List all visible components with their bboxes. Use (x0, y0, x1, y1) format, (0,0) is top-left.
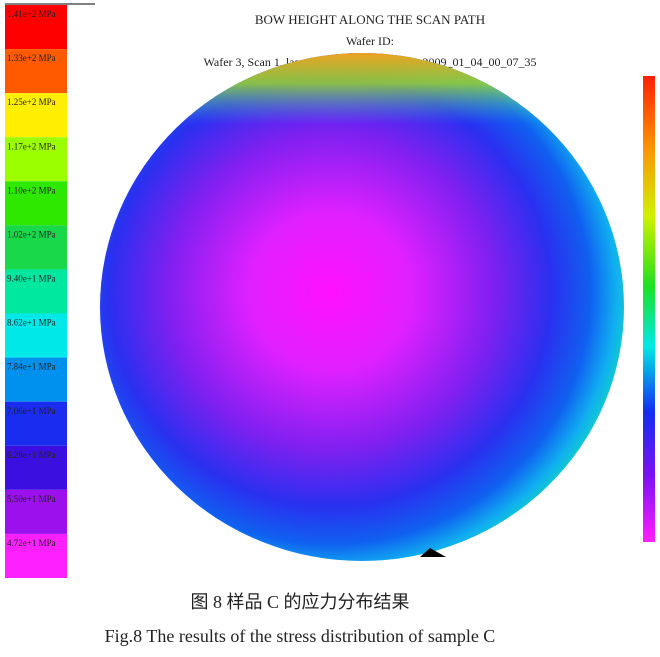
legend-label: 4.72e+1 MPa (7, 538, 56, 548)
wafer-edge (100, 53, 624, 561)
legend-swatch (5, 49, 67, 94)
legend-swatch (5, 401, 67, 446)
legend-swatch (5, 533, 67, 578)
legend-label: 7.06e+1 MPa (7, 406, 56, 416)
notch-marker (420, 548, 446, 557)
legend-label: 9.40e+1 MPa (7, 274, 56, 284)
legend-swatch (5, 489, 67, 534)
caption-cn: 图 8 样品 C 的应力分布结果 (190, 592, 409, 612)
legend-label: 1.41e+2 MPa (7, 9, 56, 19)
legend-swatch (5, 225, 67, 270)
colorbar (643, 76, 655, 542)
legend-swatch (5, 5, 67, 50)
legend: 1.41e+2 MPa 1.33e+2 MPa 1.25e+2 MPa 1.17e+2… (5, 5, 67, 578)
legend-label: 8.62e+1 MPa (7, 318, 56, 328)
legend-label: 1.17e+2 MPa (7, 141, 56, 151)
legend-label: 6.28e+1 MPa (7, 450, 56, 460)
legend-swatch (5, 137, 67, 182)
legend-label: 1.10e+2 MPa (7, 185, 56, 195)
legend-swatch (5, 269, 67, 314)
legend-swatch (5, 313, 67, 358)
caption-en: Fig.8 The results of the stress distribu… (105, 626, 496, 646)
legend-label: 1.25e+2 MPa (7, 97, 56, 107)
legend-swatch (5, 445, 67, 490)
legend-label: 1.02e+2 MPa (7, 229, 56, 239)
legend-label: 1.33e+2 MPa (7, 53, 56, 63)
title: BOW HEIGHT ALONG THE SCAN PATH (255, 12, 485, 27)
legend-swatch (5, 357, 67, 402)
legend-label: 7.84e+1 MPa (7, 362, 56, 372)
legend-label: 5.50e+1 MPa (7, 494, 56, 504)
wafer-id: Wafer ID: (346, 34, 394, 48)
legend-swatch (5, 181, 67, 226)
legend-swatch (5, 93, 67, 138)
